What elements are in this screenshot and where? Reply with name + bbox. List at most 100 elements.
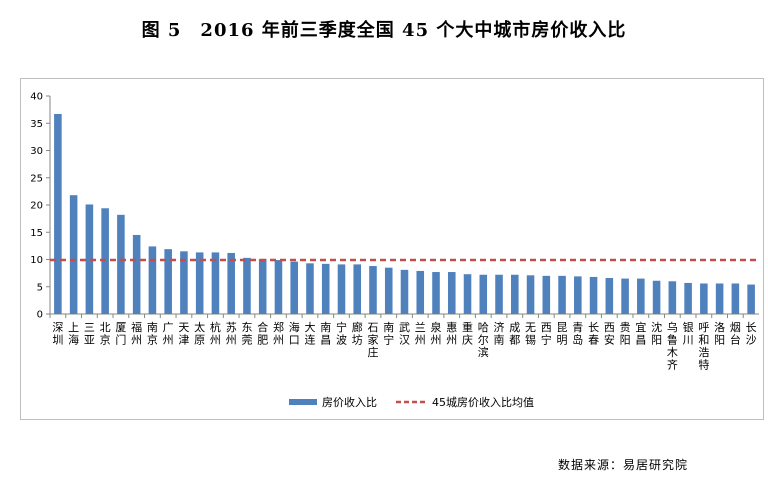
bar-30 <box>526 275 535 314</box>
city-label-11: 苏州 <box>226 321 237 347</box>
bar-22 <box>400 269 409 314</box>
y-tick-label-1: 5 <box>37 282 43 293</box>
y-tick-label-6: 30 <box>30 146 43 157</box>
bar-23 <box>416 270 425 314</box>
bar-32 <box>558 275 566 314</box>
city-label-26: 重庆 <box>462 320 473 347</box>
city-label-44: 长沙 <box>746 321 757 347</box>
bar-43 <box>731 283 740 314</box>
bar-31 <box>542 275 551 314</box>
bar-21 <box>384 267 393 314</box>
legend-bar-swatch <box>289 399 317 405</box>
y-tick-label-4: 20 <box>30 201 43 212</box>
bar-11 <box>227 252 235 314</box>
bar-26 <box>463 274 472 314</box>
figure-title: 图 5 2016 年前三季度全国 45 个大中城市房价收入比 <box>141 20 627 41</box>
bar-9 <box>195 252 204 314</box>
bar-40 <box>684 282 692 314</box>
bar-1 <box>69 195 78 314</box>
bar-8 <box>180 251 188 314</box>
bar-24 <box>432 272 440 314</box>
city-label-19: 廊坊 <box>352 320 363 347</box>
city-label-37: 宜昌 <box>635 320 646 347</box>
bar-5 <box>132 234 141 314</box>
city-label-43: 烟台 <box>730 320 741 347</box>
bar-38 <box>652 280 661 314</box>
bar-28 <box>495 274 503 314</box>
bar-chart: 0 5 10 15 20 25 30 35 40 深圳上海三亚北京厦门福州南京广州天津太原杭州苏州… <box>30 92 759 409</box>
bar-36 <box>621 278 629 314</box>
city-label-8: 天津 <box>178 321 189 347</box>
bar-37 <box>637 278 645 314</box>
city-label-42: 洛阳 <box>714 320 725 347</box>
bar-16 <box>306 263 314 314</box>
city-label-2: 三亚 <box>84 321 95 347</box>
city-label-40: 银川 <box>683 320 694 347</box>
bar-4 <box>117 214 125 314</box>
bar-41 <box>700 283 708 314</box>
bar-2 <box>85 204 94 314</box>
city-label-27: 哈尔滨 <box>478 321 489 359</box>
city-label-18: 宁波 <box>336 320 347 347</box>
bar-39 <box>668 281 677 314</box>
city-label-7: 广州 <box>163 321 174 347</box>
city-label-25: 惠州 <box>446 320 457 347</box>
city-label-1: 上海 <box>68 321 79 347</box>
city-label-39: 乌鲁木齐 <box>667 320 678 372</box>
city-label-30: 无锡 <box>525 321 536 347</box>
city-label-6: 南京 <box>147 321 158 347</box>
city-label-20: 石家庄 <box>367 321 378 359</box>
city-label-10: 杭州 <box>210 320 221 347</box>
city-label-24: 泉州 <box>431 320 442 347</box>
city-label-12: 东莞 <box>241 321 252 347</box>
city-label-4: 厦门 <box>115 321 126 347</box>
bar-15 <box>290 261 298 314</box>
city-label-0: 深圳 <box>52 321 63 347</box>
city-label-23: 兰州 <box>415 321 426 347</box>
bar-19 <box>353 264 362 314</box>
city-label-32: 昆明 <box>557 321 568 347</box>
city-label-35: 西安 <box>604 321 615 347</box>
city-label-38: 沈阳 <box>651 320 662 347</box>
bar-25 <box>447 272 456 314</box>
city-label-34: 长春 <box>588 321 599 347</box>
bar-27 <box>479 274 488 314</box>
city-label-16: 大连 <box>304 320 315 347</box>
bar-10 <box>211 252 220 314</box>
bar-17 <box>321 263 330 314</box>
y-tick-label-8: 40 <box>30 92 43 103</box>
bar-13 <box>258 258 267 314</box>
bar-0 <box>54 113 62 314</box>
bar-34 <box>589 276 598 314</box>
bar-42 <box>715 283 724 314</box>
city-label-41: 呼和浩特 <box>698 321 709 372</box>
bar-12 <box>243 257 251 314</box>
legend-bar-label: 房价收入比 <box>322 395 377 409</box>
legend-line-label: 45城房价收入比均值 <box>432 395 534 409</box>
city-label-14: 郑州 <box>273 320 284 347</box>
city-label-22: 武汉 <box>399 321 410 347</box>
y-tick-label-5: 25 <box>30 173 43 184</box>
city-label-15: 海口 <box>289 320 300 347</box>
bar-35 <box>605 278 614 314</box>
city-label-21: 南宁 <box>383 321 394 347</box>
bar-7 <box>164 249 172 314</box>
city-label-13: 合肥 <box>257 320 268 347</box>
city-label-9: 太原 <box>194 321 205 347</box>
city-label-5: 福州 <box>131 320 142 347</box>
y-tick-label-0: 0 <box>37 310 43 321</box>
bar-14 <box>274 260 283 314</box>
y-tick-label-7: 35 <box>30 119 43 130</box>
city-label-3: 北京 <box>100 321 111 347</box>
chart-frame: 0 5 10 15 20 25 30 35 40 深圳 上海 三亚 北京 厦门 福州 南京 广州 天津 太原 杭州 苏州… <box>20 78 764 420</box>
city-label-36: 贵阳 <box>620 321 631 347</box>
city-label-31: 西宁 <box>541 321 552 347</box>
bar-29 <box>511 274 519 314</box>
bar-33 <box>574 276 582 314</box>
source-note: 数据来源：易居研究院 <box>558 458 689 472</box>
y-tick-label-2: 10 <box>30 255 43 266</box>
bar-20 <box>369 266 377 314</box>
y-tick-label-3: 15 <box>30 228 43 239</box>
city-label-28: 济南 <box>494 320 505 347</box>
bar-18 <box>337 264 346 314</box>
